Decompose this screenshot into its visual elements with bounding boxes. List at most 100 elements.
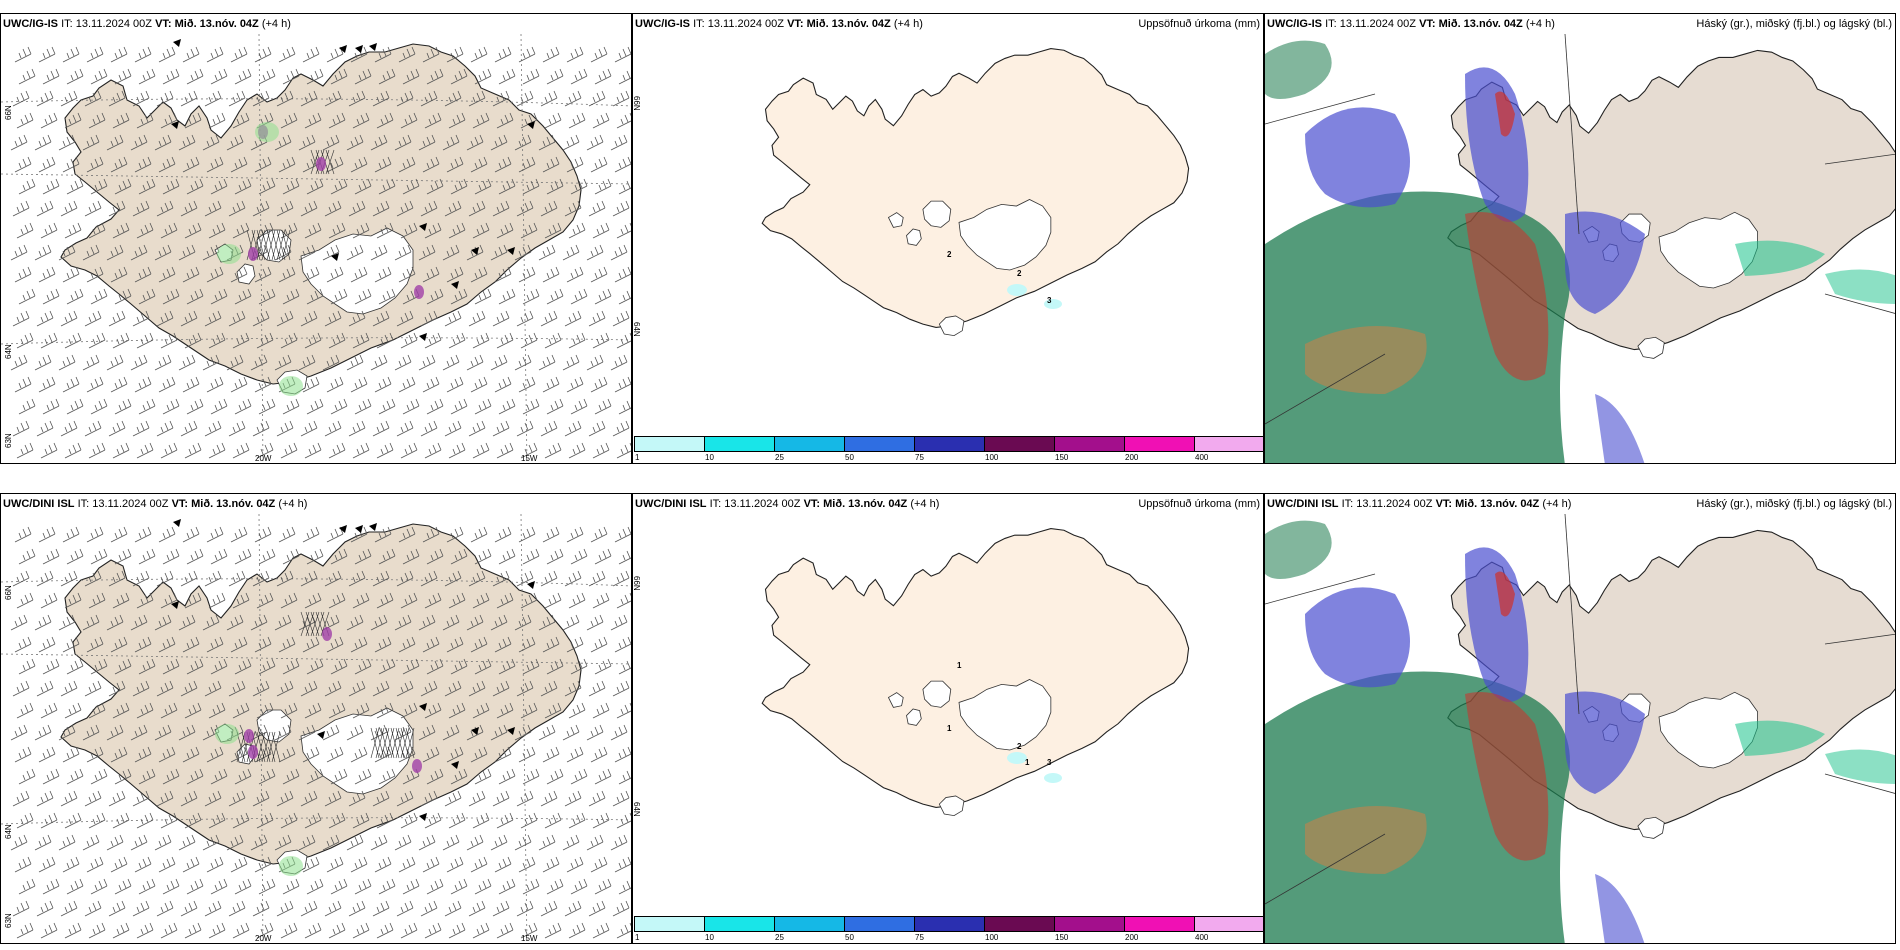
mid-cloud-area: [1305, 587, 1410, 688]
wind-barb: [346, 244, 364, 261]
coastline: [60, 523, 582, 865]
wind-barb: [254, 266, 272, 283]
colorbar-tick-label: 10: [705, 453, 714, 462]
wind-barb: [326, 376, 344, 393]
wind-barb: [204, 200, 222, 217]
wind-barb: [90, 68, 108, 85]
wind-barb: [136, 112, 154, 129]
mid-cloud-area: [1595, 394, 1645, 463]
wind-barb: [618, 290, 631, 305]
wind-barb: [86, 156, 104, 173]
wind-barb: [204, 570, 222, 587]
wind-barb: [84, 420, 102, 437]
wind-barb: [228, 420, 246, 437]
wind-barb: [138, 398, 156, 415]
wind-barb: [546, 658, 564, 675]
wind-barb: [134, 376, 152, 393]
wind-barb: [178, 834, 196, 851]
precip-contour-area: [1007, 752, 1027, 764]
wind-barb: [62, 46, 80, 63]
lat-label: 66N: [632, 96, 641, 111]
hatch-line: [310, 149, 320, 175]
wind-pennant: [419, 333, 427, 341]
wind-barb: [544, 442, 562, 459]
wind-barb: [396, 680, 414, 697]
wind-barb: [424, 442, 442, 459]
wind-barb: [326, 856, 344, 873]
wind-barb: [110, 746, 128, 763]
low-cloud-area: [1735, 240, 1825, 276]
wind-barb: [208, 812, 226, 829]
precip-spot: [244, 729, 254, 743]
grid-line: [1824, 773, 1895, 794]
wind-barb: [472, 922, 490, 939]
wind-barb: [398, 526, 416, 543]
wind-barb: [472, 812, 490, 829]
wind-barb: [42, 768, 60, 785]
wind-barb: [180, 900, 198, 917]
hatch-line: [261, 229, 271, 261]
wind-barb: [106, 134, 124, 151]
wind-barb: [354, 68, 372, 85]
contour-label: 2: [947, 250, 952, 259]
wind-barb: [60, 420, 78, 437]
wind-barb: [64, 702, 82, 719]
wind-barb: [16, 222, 34, 239]
wind-barb: [184, 332, 202, 349]
wind-barb: [354, 658, 372, 675]
wind-barb: [226, 354, 244, 371]
wind-barb: [306, 178, 324, 195]
wind-barb: [330, 548, 348, 565]
wind-barb: [544, 112, 562, 129]
wind-barb: [328, 332, 346, 349]
wind-barb: [472, 702, 490, 719]
wind-barb: [12, 310, 30, 327]
lon-label: 20W: [255, 454, 272, 463]
wind-barb: [182, 266, 200, 283]
wind-barb: [134, 856, 152, 873]
wind-barb: [450, 398, 468, 415]
wind-barb: [374, 266, 392, 283]
wind-barb: [466, 724, 484, 741]
wind-barb: [302, 46, 320, 63]
wind-barb: [204, 680, 222, 697]
hatch-line: [281, 229, 291, 261]
wind-barb: [614, 526, 631, 543]
wind-barb: [10, 614, 28, 631]
wind-barb: [446, 856, 464, 873]
wind-barb: [564, 310, 582, 327]
wind-barb: [378, 768, 396, 785]
wind-barb: [374, 856, 392, 873]
wind-barb: [594, 178, 612, 195]
lat-label: 66N: [632, 576, 641, 591]
wind-barb: [586, 354, 604, 371]
wind-barb: [208, 332, 226, 349]
wind-barb: [446, 526, 464, 543]
wind-barb: [16, 702, 34, 719]
wind-barb: [210, 768, 228, 785]
wind-barb: [348, 420, 366, 437]
wind-barb: [210, 68, 228, 85]
wind-barb: [398, 856, 416, 873]
wind-barb: [516, 900, 534, 917]
wind-barb: [208, 222, 226, 239]
wind-barb: [280, 592, 298, 609]
wind-barb: [398, 636, 416, 653]
wind-barb: [88, 922, 106, 939]
wind-barb: [614, 856, 631, 873]
wind-barb: [324, 310, 342, 327]
wind-barb: [394, 244, 412, 261]
wind-barb: [544, 922, 562, 939]
wind-barb: [326, 526, 344, 543]
wind-barb: [372, 680, 390, 697]
grid-line: [258, 33, 264, 463]
wind-barb: [540, 420, 558, 437]
wind-barb: [106, 614, 124, 631]
wind-barb: [474, 288, 492, 305]
wind-barb: [42, 178, 60, 195]
wind-barb: [14, 636, 32, 653]
wind-barb: [426, 68, 444, 85]
wind-barb: [14, 376, 32, 393]
wind-barb: [514, 724, 532, 741]
wind-barb: [422, 856, 440, 873]
